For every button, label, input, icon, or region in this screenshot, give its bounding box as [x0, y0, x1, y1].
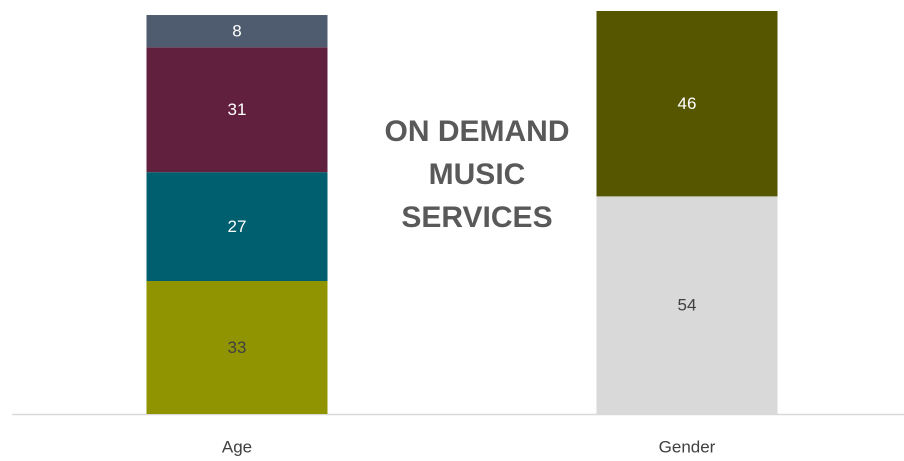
chart-title: MUSIC	[429, 158, 526, 191]
data-label: 31	[228, 100, 247, 119]
bar-segment	[146, 172, 328, 282]
bar-segment	[596, 196, 778, 414]
x-tick-label: Gender	[659, 437, 716, 456]
data-label: 27	[228, 217, 247, 236]
bar-segment	[146, 47, 328, 173]
data-label: 8	[232, 22, 241, 41]
chart-title: SERVICES	[401, 201, 552, 234]
data-label: 46	[678, 94, 697, 113]
bar-segment	[596, 11, 778, 197]
bar-segment	[146, 281, 328, 414]
bar-segment	[146, 15, 328, 48]
data-label: 54	[678, 296, 697, 315]
chart-title: ON DEMAND	[385, 115, 570, 148]
data-label: 33	[228, 338, 247, 357]
x-tick-label: Age	[222, 437, 252, 456]
